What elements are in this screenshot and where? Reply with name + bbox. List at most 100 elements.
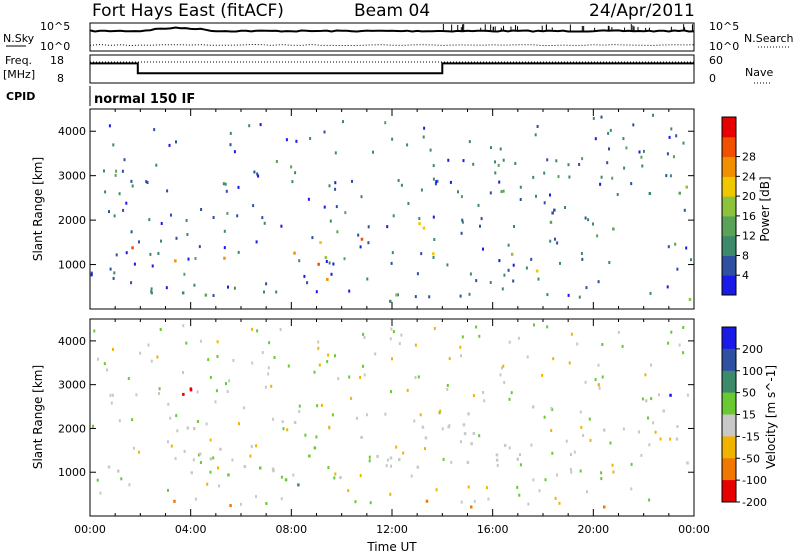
heatmap-cell (612, 470, 615, 474)
heatmap-cell (307, 197, 310, 201)
heatmap-cell (428, 295, 431, 299)
heatmap-cell (690, 258, 692, 262)
heatmap-cell (582, 434, 585, 437)
colorbar-tick-label: 100 (742, 365, 763, 378)
heatmap-cell (267, 366, 270, 370)
heatmap-cell (516, 485, 519, 489)
heatmap-cell (265, 282, 268, 286)
heatmap-cell (601, 343, 604, 346)
heatmap-cell (355, 416, 358, 420)
heatmap-cell (158, 392, 160, 395)
heatmap-cell (376, 454, 379, 458)
nsky-tick-low: 10^0 (40, 40, 70, 53)
heatmap-cell (165, 286, 168, 290)
colorbar-swatch (722, 327, 736, 350)
heatmap-cell (467, 485, 470, 489)
heatmap-cell (512, 263, 515, 267)
colorbar-swatch (722, 392, 736, 415)
heatmap-cell (368, 455, 371, 459)
power-y-ticks: 1000 2000 3000 4000 (58, 125, 694, 272)
heatmap-cell (275, 160, 278, 163)
heatmap-cell (90, 273, 93, 277)
velocity-ylabel: Slant Range [km] (31, 365, 45, 469)
heatmap-cell (460, 231, 463, 235)
power-x-ticks (89, 109, 695, 309)
heatmap-cell (429, 148, 432, 152)
heatmap-cell (510, 391, 513, 395)
heatmap-cell (350, 396, 353, 400)
heatmap-cell (176, 429, 179, 433)
power-colorbar-label: Power [dB] (758, 176, 772, 241)
colorbar-tick-label: 50 (742, 387, 756, 400)
heatmap-cell (357, 233, 360, 237)
heatmap-cell (424, 436, 428, 440)
heatmap-cell (150, 290, 153, 294)
heatmap-cell (648, 443, 651, 447)
heatmap-cell (374, 352, 377, 356)
colorbar-swatch (722, 117, 736, 138)
heatmap-cell (420, 188, 423, 192)
heatmap-cell (513, 225, 515, 228)
heatmap-cell (121, 169, 124, 173)
heatmap-cell (225, 382, 227, 386)
heatmap-cell (435, 488, 438, 492)
heatmap-cell (422, 226, 426, 230)
heatmap-cell (169, 416, 172, 420)
heatmap-cell (263, 290, 265, 294)
heatmap-cell (209, 375, 212, 379)
heatmap-cell (147, 343, 150, 347)
heatmap-cell (197, 453, 200, 457)
heatmap-cell (461, 335, 464, 339)
heatmap-cell (567, 163, 570, 167)
heatmap-cell (324, 256, 328, 260)
heatmap-cell (398, 458, 401, 462)
heatmap-cell (421, 425, 425, 429)
heatmap-cell (599, 182, 602, 186)
heatmap-cell (256, 172, 259, 176)
heatmap-cell (519, 185, 522, 189)
heatmap-cell (676, 425, 679, 428)
heatmap-cell (317, 340, 320, 344)
heatmap-cell (363, 373, 366, 377)
heatmap-cell (508, 340, 511, 344)
nsearch-tick-high: 10^5 (709, 20, 739, 33)
heatmap-cell (581, 257, 584, 261)
heatmap-cell (199, 461, 202, 464)
heatmap-cell (297, 483, 300, 487)
heatmap-cell (645, 399, 648, 403)
heatmap-cell (384, 412, 387, 416)
heatmap-cell (118, 419, 121, 423)
heatmap-cell (233, 286, 236, 290)
heatmap-cell (218, 484, 221, 488)
heatmap-cell (667, 245, 670, 249)
heatmap-cell (337, 377, 340, 381)
heatmap-cell (193, 283, 196, 287)
heatmap-cell (622, 137, 625, 141)
heatmap-cell (499, 373, 502, 377)
heatmap-cell (153, 128, 156, 132)
heatmap-cell (389, 299, 392, 303)
heatmap-cell (503, 381, 506, 384)
heatmap-cell (662, 409, 665, 413)
heatmap-cell (543, 415, 546, 419)
heatmap-cell (257, 174, 260, 178)
nave-label: Nave (745, 66, 773, 79)
heatmap-cell (157, 252, 160, 255)
heatmap-cell (551, 211, 554, 215)
heatmap-cell (478, 434, 481, 438)
heatmap-cell (328, 425, 331, 429)
heatmap-cell (549, 239, 552, 243)
nsearch-label: N.Search (744, 32, 794, 45)
heatmap-cell (466, 460, 470, 464)
heatmap-cell (516, 457, 519, 461)
heatmap-cell (553, 208, 556, 212)
heatmap-cell (166, 189, 169, 193)
colorbar-swatch (722, 348, 736, 372)
heatmap-cell (422, 135, 425, 139)
heatmap-cell (564, 206, 566, 209)
heatmap-cell (592, 222, 594, 226)
heatmap-cell (325, 260, 328, 263)
nsearch-series-line (89, 43, 695, 47)
heatmap-cell (597, 280, 600, 284)
heatmap-cell (122, 208, 125, 212)
